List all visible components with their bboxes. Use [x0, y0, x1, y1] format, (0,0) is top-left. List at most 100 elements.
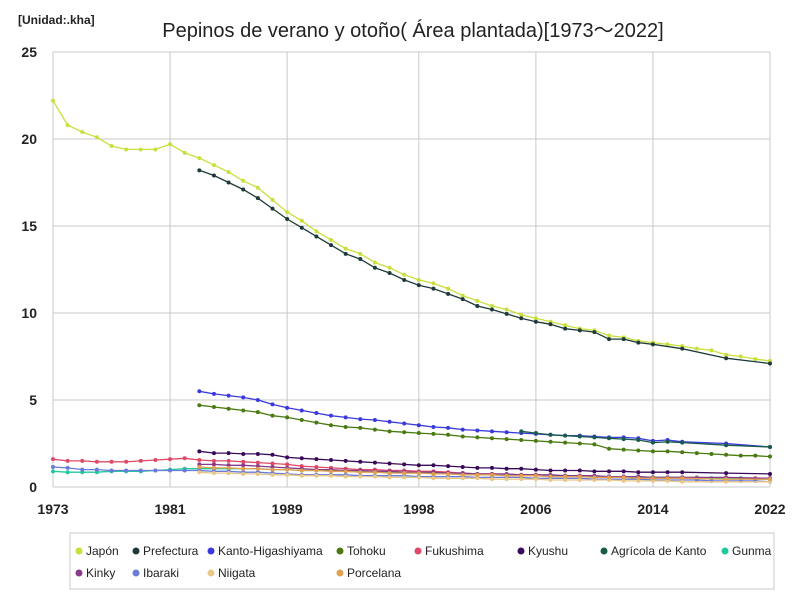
data-point — [504, 430, 509, 435]
data-point — [548, 468, 553, 473]
legend-marker — [75, 547, 83, 555]
data-point — [241, 466, 246, 471]
data-point — [197, 403, 202, 408]
data-point — [577, 328, 582, 333]
data-point — [51, 464, 55, 469]
data-point — [343, 424, 348, 429]
data-point — [475, 428, 480, 433]
series-line — [199, 463, 771, 479]
data-point — [650, 440, 655, 445]
x-tick-label: 1973 — [37, 501, 68, 517]
data-point — [665, 439, 670, 444]
data-point — [285, 462, 290, 467]
data-point — [431, 286, 436, 291]
data-point — [80, 130, 85, 135]
grid — [52, 51, 771, 488]
data-point — [650, 449, 655, 454]
data-point — [299, 473, 304, 478]
legend-marker — [336, 569, 344, 577]
data-point — [621, 478, 626, 483]
data-point — [416, 475, 421, 480]
data-point — [489, 304, 494, 309]
data-point — [768, 454, 772, 459]
data-point — [182, 150, 187, 155]
data-point — [460, 464, 465, 469]
data-point — [153, 468, 158, 473]
data-point — [197, 464, 202, 469]
data-point — [768, 477, 772, 482]
data-point — [314, 229, 319, 234]
data-point — [387, 265, 392, 270]
data-point — [724, 443, 729, 448]
data-point — [431, 424, 436, 429]
data-point — [241, 463, 246, 468]
data-point — [650, 470, 655, 475]
data-point — [431, 281, 436, 286]
data-point — [270, 472, 275, 477]
data-point — [768, 444, 772, 449]
data-point — [636, 438, 641, 443]
data-point — [211, 451, 216, 456]
data-point — [241, 459, 246, 464]
data-point — [109, 143, 114, 148]
data-point — [607, 446, 612, 451]
series-3 — [197, 403, 772, 459]
data-point — [241, 395, 246, 400]
data-point — [694, 346, 699, 351]
data-point — [636, 448, 641, 453]
data-point — [650, 342, 655, 347]
data-point — [124, 459, 129, 464]
data-point — [694, 451, 699, 456]
legend-label: Kinky — [86, 566, 115, 580]
data-point — [724, 356, 729, 361]
series-line — [521, 430, 771, 448]
data-point — [621, 437, 626, 442]
data-point — [680, 450, 685, 455]
legend-marker — [132, 569, 140, 577]
data-point — [314, 234, 319, 239]
data-point — [299, 408, 304, 413]
data-point — [270, 413, 275, 418]
data-point — [607, 337, 612, 342]
data-point — [270, 461, 275, 466]
data-point — [607, 475, 612, 480]
data-point — [460, 427, 465, 432]
data-point — [548, 439, 553, 444]
data-point — [329, 413, 334, 418]
data-point — [255, 185, 260, 190]
data-point — [724, 477, 729, 482]
data-point — [299, 225, 304, 230]
data-point — [563, 468, 568, 473]
data-point — [563, 440, 568, 445]
series-line — [199, 471, 770, 483]
data-point — [475, 476, 480, 481]
data-point — [475, 465, 480, 470]
data-point — [738, 453, 743, 458]
data-point — [270, 402, 275, 407]
data-point — [226, 458, 231, 463]
data-point — [533, 438, 538, 443]
data-point — [65, 465, 70, 470]
data-point — [211, 458, 216, 463]
data-point — [621, 469, 626, 474]
data-point — [270, 206, 275, 211]
data-point — [504, 437, 509, 442]
data-point — [197, 470, 202, 475]
data-point — [504, 311, 509, 316]
series-line — [199, 390, 771, 448]
data-point — [446, 286, 451, 291]
series-1 — [197, 168, 772, 366]
data-point — [753, 357, 758, 362]
data-point — [548, 432, 553, 437]
data-point — [329, 423, 334, 428]
data-point — [446, 471, 451, 476]
data-point — [533, 316, 538, 321]
data-point — [607, 436, 612, 441]
data-point — [519, 312, 524, 317]
data-point — [519, 429, 524, 434]
data-point — [94, 135, 99, 140]
series-group — [51, 98, 772, 484]
data-point — [168, 468, 173, 473]
series-7 — [51, 466, 772, 482]
data-point — [358, 425, 363, 430]
